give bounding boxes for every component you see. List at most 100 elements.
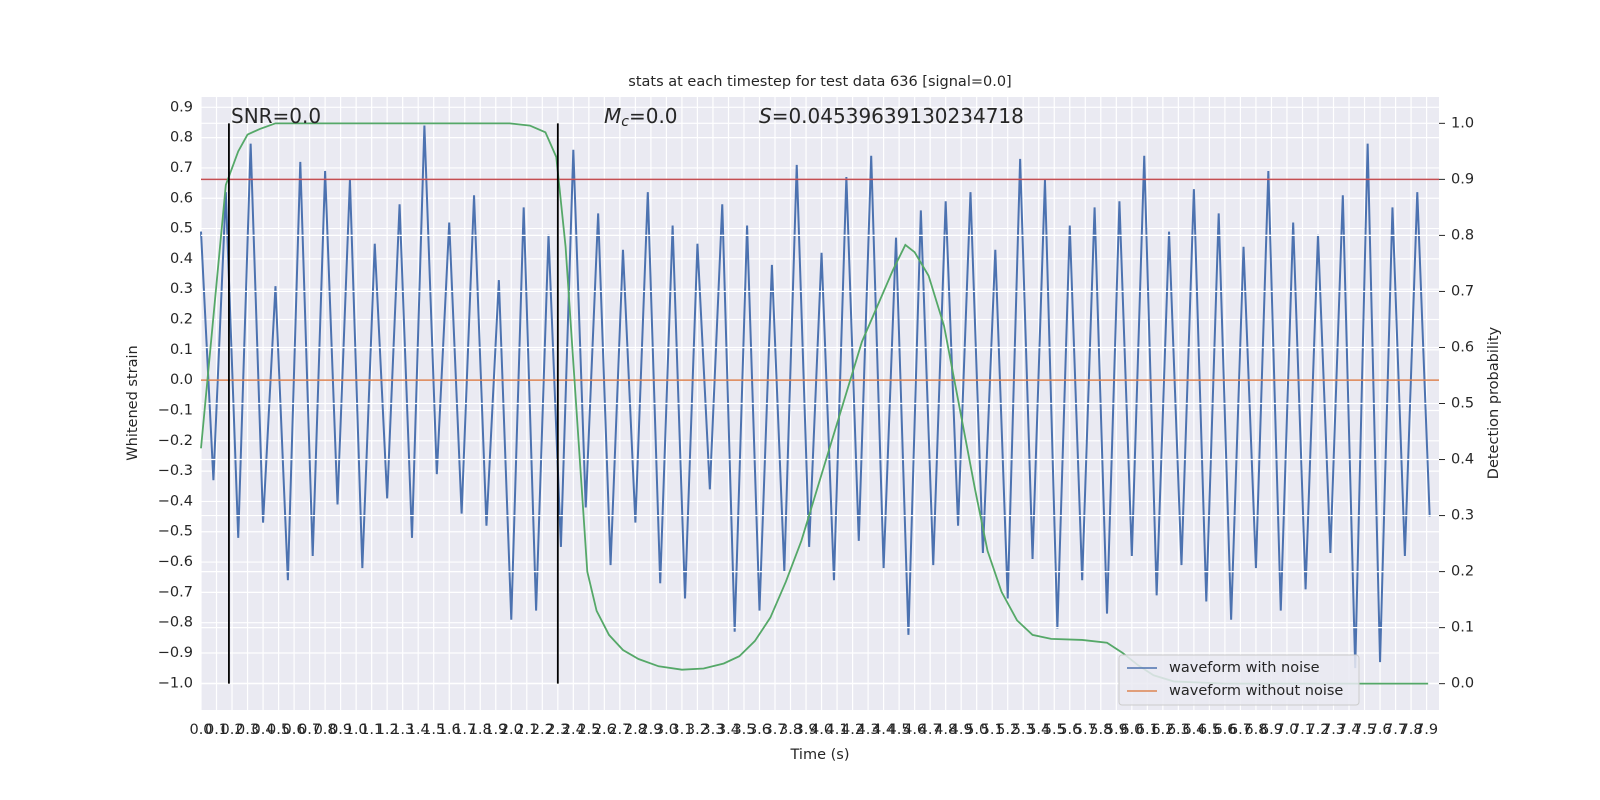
x-tick-label: 4.4 [872, 722, 895, 738]
x-tick-label: 6.5 [1198, 722, 1221, 738]
x-tick-label: 4.2 [841, 722, 864, 738]
y-tick-label: 0.1 [170, 342, 193, 358]
x-tick-label: 4.5 [888, 722, 911, 738]
x-tick-label: 1.9 [484, 722, 507, 738]
annotation-text: SNR=0.0 [231, 104, 321, 128]
y-tick-label: 0.5 [170, 221, 193, 237]
x-tick-label: 2.3 [546, 722, 569, 738]
x-tick-label: 2.5 [577, 722, 600, 738]
y-tick-label: 0.9 [170, 99, 193, 115]
x-tick-label: 7.0 [1275, 722, 1298, 738]
x-tick-label: 7.7 [1384, 722, 1407, 738]
y-tick-label: −0.4 [158, 493, 193, 509]
x-tick-label: 6.7 [1229, 722, 1252, 738]
y-tick-label: 0.4 [170, 251, 193, 267]
y-tick-label: −0.7 [158, 584, 193, 600]
x-tick-label: 0.2 [220, 722, 243, 738]
x-tick-label: 3.5 [732, 722, 755, 738]
x-tick-label: 1.8 [469, 722, 492, 738]
x-tick-label: 1.4 [407, 722, 430, 738]
x-tick-label: 0.1 [205, 722, 228, 738]
x-tick-label: 0.9 [329, 722, 352, 738]
x-tick-label: 7.4 [1337, 722, 1360, 738]
x-tick-label: 2.2 [531, 722, 554, 738]
annotation-symbol: S [759, 104, 772, 128]
y-tick-label: 0.3 [170, 281, 193, 297]
y2-tick-label: 0.6 [1451, 339, 1474, 355]
y2-tick-label: 0.1 [1451, 620, 1474, 636]
x-tick-label: 5.4 [1027, 722, 1050, 738]
y-axis-label: Whitened strain [125, 345, 141, 460]
y2-tick-label: 1.0 [1451, 115, 1474, 131]
x-tick-label: 6.1 [1136, 722, 1159, 738]
x-tick-label: 5.1 [981, 722, 1004, 738]
y2-tick-label: 0.8 [1451, 227, 1474, 243]
x-tick-label: 6.6 [1213, 722, 1236, 738]
x-tick-label: 6.3 [1167, 722, 1190, 738]
annotation-text: =0.0 [629, 104, 678, 128]
x-tick-label: 2.8 [624, 722, 647, 738]
y2-tick-label: 0.7 [1451, 283, 1474, 299]
annotation-subscript: c [621, 114, 629, 130]
x-tick-label: 3.0 [655, 722, 678, 738]
x-tick-label: 5.7 [1074, 722, 1097, 738]
x-tick-label: 3.4 [717, 722, 740, 738]
x-tick-label: 5.3 [1012, 722, 1035, 738]
x-tick-label: 4.0 [810, 722, 833, 738]
y-tick-label: −0.1 [158, 402, 193, 418]
annotation: SNR=0.0 [231, 104, 321, 128]
x-tick-label: 7.1 [1291, 722, 1314, 738]
y2-axis-label: Detection probability [1486, 326, 1502, 479]
x-tick-label: 6.8 [1244, 722, 1267, 738]
x-tick-label: 5.0 [965, 722, 988, 738]
x-tick-label: 6.2 [1151, 722, 1174, 738]
x-tick-label: 7.3 [1322, 722, 1345, 738]
x-tick-label: 4.6 [903, 722, 926, 738]
x-tick-label: 6.0 [1120, 722, 1143, 738]
x-tick-label: 3.3 [701, 722, 724, 738]
legend-box [1118, 654, 1360, 706]
x-tick-label: 7.9 [1415, 722, 1438, 738]
x-tick-label: 0.4 [252, 722, 275, 738]
y2-tick-label: 0.9 [1451, 171, 1474, 187]
x-tick-label: 4.3 [857, 722, 880, 738]
x-tick-label: 7.6 [1369, 722, 1392, 738]
x-tick-label: 1.2 [376, 722, 399, 738]
x-tick-label: 3.1 [670, 722, 693, 738]
series-line [200, 125, 1431, 669]
y-tick-label: 0.2 [170, 312, 193, 328]
x-tick-label: 0.7 [298, 722, 321, 738]
y2-tick-label: 0.3 [1451, 508, 1474, 524]
x-tick-label: 7.8 [1400, 722, 1423, 738]
x-tick-label: 4.8 [934, 722, 957, 738]
x-tick-label: 1.1 [360, 722, 383, 738]
x-tick-label: 5.5 [1043, 722, 1066, 738]
x-tick-label: 7.2 [1306, 722, 1329, 738]
y2-tick-label: 0.5 [1451, 396, 1474, 412]
y-tick-label: −0.6 [158, 554, 193, 570]
y2-tick-label: 0.4 [1451, 452, 1474, 468]
annotation-symbol: M [604, 104, 621, 128]
y-tick-label: −1.0 [158, 675, 193, 691]
x-tick-label: 0.6 [283, 722, 306, 738]
y2-tick-label: 0.2 [1451, 564, 1474, 580]
x-tick-label: 4.1 [826, 722, 849, 738]
x-tick-label: 5.6 [1058, 722, 1081, 738]
x-tick-label: 7.5 [1353, 722, 1376, 738]
x-tick-label: 2.7 [608, 722, 631, 738]
legend-label: waveform with noise [1169, 660, 1320, 676]
x-tick-label: 6.4 [1182, 722, 1205, 738]
x-tick-label: 0.3 [236, 722, 259, 738]
x-tick-label: 5.2 [996, 722, 1019, 738]
x-tick-label: 1.5 [422, 722, 445, 738]
annotation: Mc=0.0 [604, 104, 678, 131]
x-tick-label: 1.3 [391, 722, 414, 738]
x-tick-label: 0.0 [189, 722, 212, 738]
x-tick-label: 2.1 [515, 722, 538, 738]
x-tick-label: 3.7 [763, 722, 786, 738]
annotation-text: =0.04539639130234718 [772, 104, 1024, 128]
x-tick-label: 2.9 [639, 722, 662, 738]
x-tick-label: 2.6 [593, 722, 616, 738]
